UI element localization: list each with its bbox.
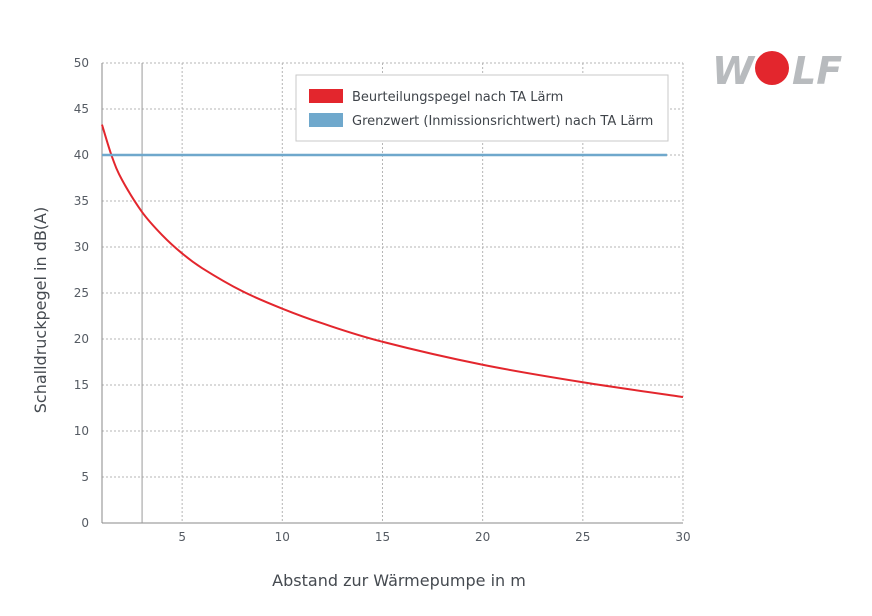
y-axis-label: Schalldruckpegel in dB(A): [31, 207, 50, 414]
y-tick-label-40: 40: [74, 148, 89, 162]
axes: [101, 63, 683, 524]
x-tick-label-30: 30: [675, 530, 690, 544]
y-tick-label-20: 20: [74, 332, 89, 346]
y-tick-label-50: 50: [74, 56, 89, 70]
x-tick-label-5: 5: [178, 530, 186, 544]
x-tick-label-10: 10: [275, 530, 290, 544]
legend: Beurteilungspegel nach TA Lärm Grenzwert…: [295, 74, 669, 142]
legend-swatch-grenzwert: [309, 113, 343, 127]
legend-box: [295, 74, 669, 142]
y-tick-label-10: 10: [74, 424, 89, 438]
x-tick-label-25: 25: [575, 530, 590, 544]
y-tick-label-15: 15: [74, 378, 89, 392]
y-tick-label-5: 5: [81, 470, 89, 484]
legend-swatch-beurteilungspegel: [309, 89, 343, 103]
y-tick-label-30: 30: [74, 240, 89, 254]
tick-labels: 0 5 10 15 20 25 30 35 40 45 50 5 10 15 20 25 30: [74, 56, 691, 544]
y-tick-label-0: 0: [81, 516, 89, 530]
legend-label-grenzwert: Grenzwert (Inmissionsrichtwert) nach TA …: [352, 114, 653, 129]
y-tick-label-25: 25: [74, 286, 89, 300]
series-lines: [101, 124, 684, 398]
x-tick-label-20: 20: [475, 530, 490, 544]
logo-dot: [755, 51, 789, 85]
wolf-logo: W LF: [712, 49, 842, 93]
logo-letters-lf: LF: [792, 49, 842, 93]
logo-letter-w: W: [712, 49, 756, 93]
beurteilungspegel-line: [101, 124, 684, 398]
x-tick-label-15: 15: [375, 530, 390, 544]
y-tick-label-45: 45: [74, 102, 89, 116]
legend-label-beurteilungspegel: Beurteilungspegel nach TA Lärm: [352, 90, 563, 105]
x-axis-label: Abstand zur Wärmepumpe in m: [272, 571, 526, 590]
y-tick-label-35: 35: [74, 194, 89, 208]
